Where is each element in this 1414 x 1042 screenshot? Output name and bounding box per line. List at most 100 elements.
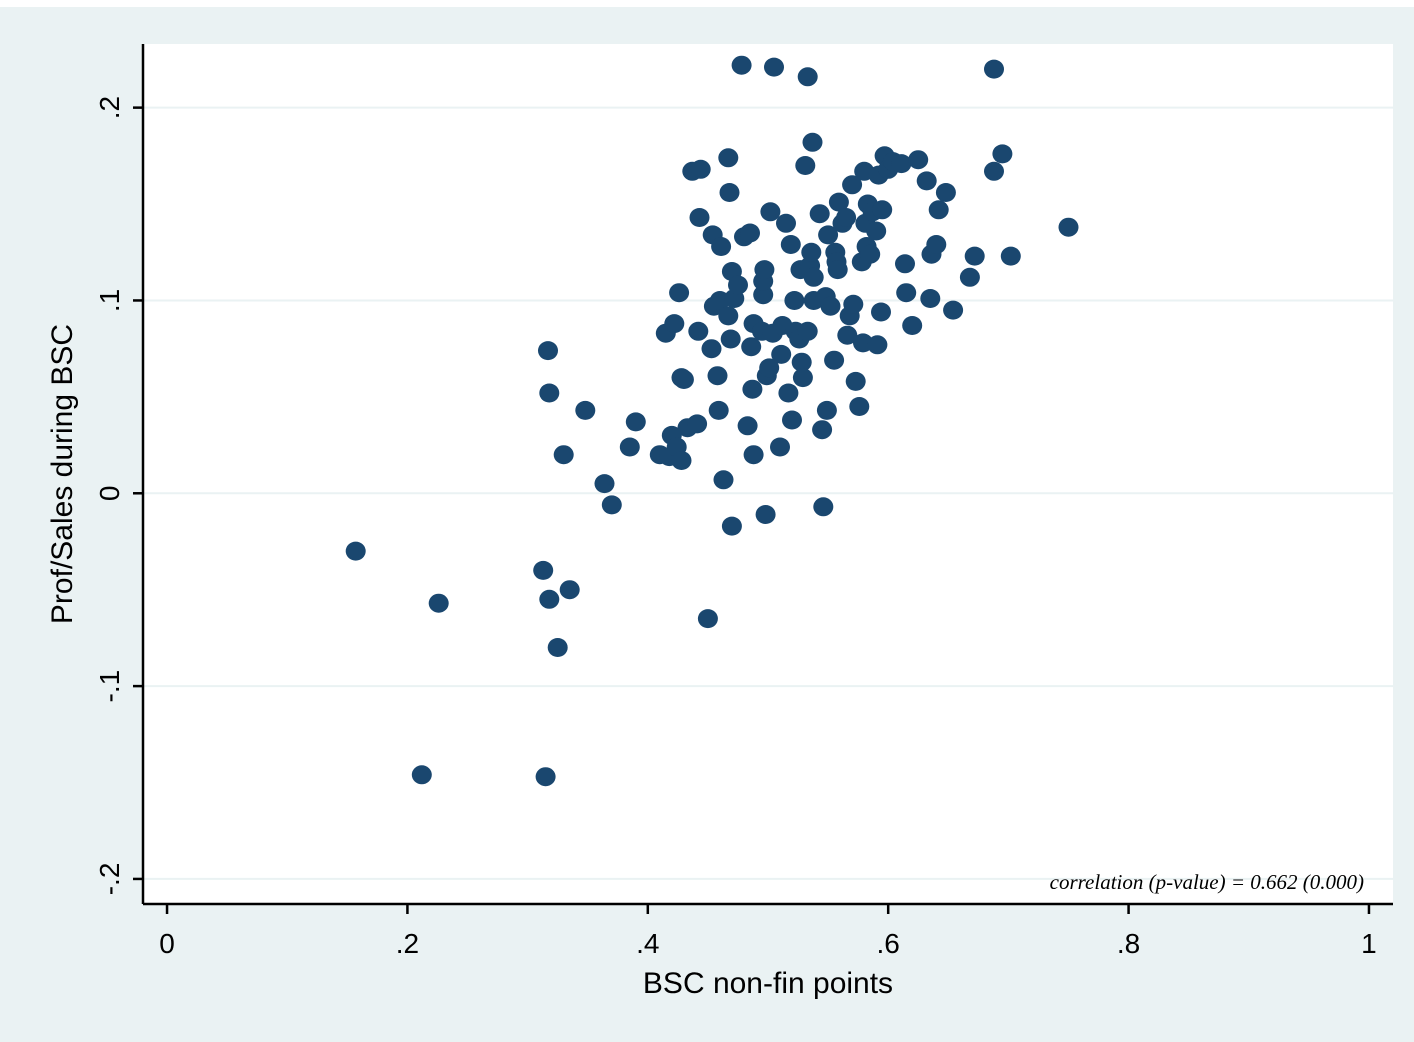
data-point (533, 560, 554, 580)
data-point (843, 294, 864, 314)
y-tick-label: .2 (94, 96, 125, 119)
data-point (984, 161, 1004, 181)
data-point (860, 244, 881, 264)
data-point (845, 371, 866, 391)
correlation-annotation: correlation (p-value) = 0.662 (0.000) (1050, 870, 1364, 894)
data-point (743, 445, 764, 465)
data-point (896, 283, 917, 303)
data-point (737, 416, 758, 436)
data-point (778, 383, 799, 403)
y-tick-label: .1 (94, 289, 125, 312)
data-point (671, 451, 692, 470)
data-point (708, 400, 729, 420)
data-point (801, 242, 822, 262)
data-point (764, 57, 784, 77)
data-point (753, 285, 774, 305)
data-point (742, 379, 763, 399)
data-point (849, 397, 870, 416)
data-point (1000, 246, 1021, 266)
data-point (701, 339, 722, 359)
data-point (718, 306, 739, 326)
x-tick-label: 0 (159, 928, 175, 959)
x-tick-label: 1 (1361, 928, 1377, 959)
data-point (721, 516, 742, 536)
data-point (782, 410, 802, 430)
top-strip (0, 0, 1414, 7)
data-point (689, 208, 710, 227)
y-tick-label: 0 (94, 485, 125, 501)
data-point (902, 316, 923, 335)
data-point (690, 159, 711, 179)
data-point (731, 55, 752, 75)
y-tick-label: -.1 (94, 670, 125, 703)
data-point (687, 414, 708, 434)
data-point (803, 267, 824, 287)
data-point (828, 192, 849, 212)
data-point (345, 541, 366, 561)
data-point (594, 474, 615, 494)
data-point (871, 302, 891, 322)
data-point (539, 383, 560, 403)
data-point (959, 267, 980, 287)
data-point (428, 593, 449, 613)
data-point (908, 150, 929, 170)
data-point (816, 400, 837, 420)
data-point (827, 260, 848, 280)
data-point (411, 765, 432, 785)
data-point (836, 208, 857, 227)
data-point (688, 321, 709, 341)
data-point (842, 175, 863, 195)
data-point (741, 337, 762, 357)
data-point (664, 314, 685, 334)
data-point (964, 246, 985, 266)
data-point (740, 223, 760, 243)
x-tick-label: .6 (877, 928, 900, 959)
data-point (553, 445, 574, 465)
data-point (770, 437, 790, 457)
data-point (797, 67, 818, 87)
data-point (720, 329, 741, 349)
y-axis-ticks: -.2 -.1 0 .1 .2 (94, 96, 143, 895)
data-point (539, 589, 560, 609)
y-tick-label: -.2 (94, 863, 125, 896)
data-point (797, 321, 818, 341)
data-point (812, 420, 833, 440)
plot-area (143, 44, 1393, 904)
data-point (943, 300, 964, 320)
data-point (984, 59, 1004, 79)
x-axis-ticks: 0 .2 .4 .6 .8 1 (159, 904, 1377, 959)
data-point (867, 335, 888, 355)
data-point (792, 368, 813, 388)
x-tick-label: .4 (636, 928, 659, 959)
data-point (575, 400, 596, 420)
data-point (935, 183, 956, 202)
data-point (697, 609, 718, 629)
data-point (707, 366, 728, 386)
data-point (992, 144, 1013, 164)
data-point (755, 505, 776, 524)
data-point (872, 200, 893, 220)
data-point (891, 154, 912, 174)
data-point (538, 341, 558, 361)
data-point (802, 132, 823, 152)
data-point (1058, 217, 1079, 237)
data-point (535, 767, 556, 787)
data-point (837, 325, 858, 345)
x-tick-label: .2 (396, 928, 419, 959)
data-point (791, 352, 812, 372)
y-axis-title: Prof/Sales during BSC (46, 324, 79, 624)
data-point (820, 296, 841, 316)
data-point (895, 254, 915, 274)
data-point (928, 200, 949, 220)
data-point (809, 204, 830, 224)
data-point (795, 156, 816, 175)
data-point (920, 289, 941, 308)
data-point (760, 202, 781, 222)
data-points (345, 55, 1079, 787)
data-point (771, 344, 792, 364)
data-point (780, 235, 801, 254)
data-point (719, 183, 740, 202)
data-point (619, 437, 640, 457)
data-point (601, 495, 622, 515)
data-point (818, 225, 839, 245)
